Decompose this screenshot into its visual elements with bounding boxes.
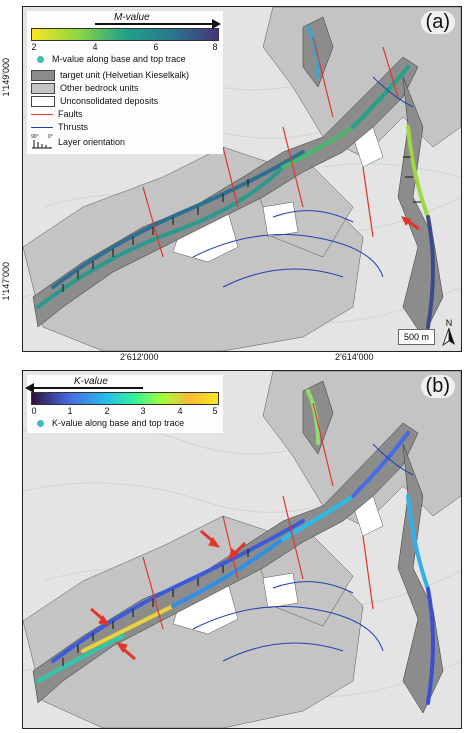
layer-orientation-ticks [62,549,249,666]
colorbar-title-text-b: K-value [71,376,111,387]
faults [142,402,374,630]
legend-label: K-value along base and top trace [52,418,185,428]
thrusts [192,76,414,288]
faults [142,36,399,258]
legend-label: Layer orientation [58,137,126,147]
layer-orientation-ticks [62,156,421,292]
legend-item-thrusts: Thrusts [31,121,219,133]
colorbar-tick: 2 [31,42,37,52]
colorbar-tick: 6 [153,42,159,52]
fault-line-icon [31,113,53,115]
legend-item-target: target unit (Helvetian Kieselkalk) [31,69,219,81]
legend-item-trace: K-value along base and top trace [31,417,219,429]
map-panel-b: (b) K-value 0 1 2 3 4 5 K-value along ba… [22,370,462,729]
colorbar-tick: 1 [67,406,73,416]
legend-item-trace: M-value along base and top trace [31,53,219,65]
thrusts [192,443,414,662]
target-unit-swatch [31,69,55,81]
legend-label: Thrusts [58,122,89,132]
colorbar-tick: 2 [104,406,110,416]
colorbar-title-text-a: M-value [111,12,153,23]
trace-dot-icon [37,55,44,63]
x-tick-label: 2'612'000 [120,352,159,362]
legend-item-unconsolidated: Unconsolidated deposits [31,95,219,107]
x-tick-label: 2'614'000 [335,352,374,362]
legend-item-bedrock: Other bedrock units [31,82,219,94]
y-tick-label: 1'149'000 [1,58,11,97]
orientation-max-label: 0° [48,134,53,140]
colorbar-a [31,28,219,41]
k-value-trace [36,389,435,705]
colorbar-tick: 0 [31,406,37,416]
colorbar-tick: 3 [140,406,146,416]
increase-arrow-icon [95,20,221,28]
colorbar-ticks-b: 0 1 2 3 4 5 [31,405,219,416]
legend-item-faults: Faults [31,108,219,120]
legend-label: Faults [58,109,83,119]
colorbar-tick: 4 [177,406,183,416]
colorbar-tick: 5 [212,406,218,416]
decrease-arrow-icon [25,384,143,392]
north-arrow-icon: N [440,317,458,347]
colorbar-title-b: K-value [25,376,219,392]
colorbar-tick: 4 [92,42,98,52]
legend-b: K-value 0 1 2 3 4 5 K-value along base a… [25,375,223,433]
m-value-trace [36,25,435,329]
panel-label-b: (b) [420,375,455,398]
scale-bar: 500 m [397,329,435,345]
colorbar-ticks-a: 2 4 6 8 [31,41,219,52]
colorbar-title-a: M-value [31,12,221,28]
orientation-min-label: 90° [31,134,39,140]
highlight-arrows [90,529,247,661]
legend-label: M-value along base and top trace [52,54,186,64]
map-panel-a: (a) M-value 2 4 6 8 M-value along base a… [22,6,462,352]
legend-label: Other bedrock units [60,83,139,93]
trace-dot-icon [37,419,44,427]
colorbar-b [31,392,219,405]
legend-item-orientation: 90° 0° Layer orientation [31,134,219,150]
colorbar-tick: 8 [212,42,218,52]
layer-orientation-icon: 90° 0° [31,134,53,149]
geologic-map-a [23,7,461,351]
bedrock-swatch [31,82,55,94]
north-label: N [446,318,453,328]
unconsolidated-swatch [31,95,55,107]
legend-label: Unconsolidated deposits [60,96,159,106]
highlight-arrow [401,216,420,231]
panel-label-a: (a) [420,11,455,34]
legend-label: target unit (Helvetian Kieselkalk) [60,70,190,80]
thrust-line-icon [31,126,53,128]
legend-a: M-value 2 4 6 8 M-value along base and t… [27,11,223,154]
y-tick-label: 1'147'000 [1,262,11,301]
